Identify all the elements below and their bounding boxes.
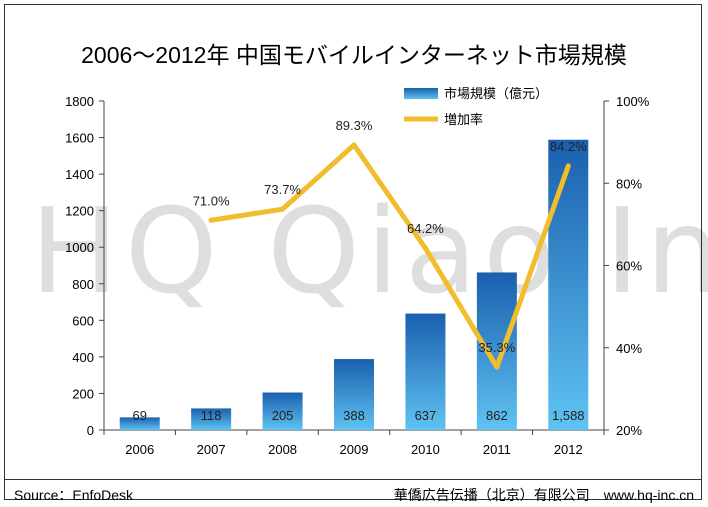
legend-bar-swatch (404, 88, 438, 99)
legend: 市場規模（億元） 増加率 (404, 86, 548, 127)
growth-rate-label: 64.2% (407, 221, 444, 236)
bar-2008 (262, 392, 303, 430)
bar-value-label: 69 (132, 408, 146, 423)
publisher-url: www.hq-inc.cn (603, 487, 694, 503)
bar-2009 (334, 359, 374, 430)
growth-rate-point (565, 163, 571, 169)
bar-2006 (119, 417, 160, 430)
y-left-tick-label: 0 (87, 423, 94, 438)
bar-2007 (191, 408, 232, 430)
growth-rate-point (351, 142, 357, 148)
y-right-tick-label: 100% (616, 94, 650, 109)
y-left-tick-label: 600 (72, 313, 94, 328)
x-tick-label: 2008 (268, 442, 297, 457)
legend-line-label: 増加率 (444, 112, 483, 127)
bar-value-label: 118 (201, 408, 222, 423)
growth-rate-label: 89.3% (336, 118, 373, 133)
bar-value-label: 205 (272, 408, 294, 423)
y-left-tick-label: 1800 (65, 94, 94, 109)
chart-title: 2006～2012年 中国モバイルインターネット市場規模 (81, 42, 627, 68)
x-tick-label: 2007 (197, 442, 226, 457)
y-left-tick-label: 800 (72, 277, 94, 292)
growth-rate-line (208, 142, 571, 370)
growth-rate-point (422, 245, 428, 251)
bar-2011 (476, 272, 517, 430)
x-tick-label: 2010 (411, 442, 440, 457)
growth-rate-point (208, 217, 214, 223)
bar-2010 (405, 313, 446, 430)
y-left-tick-label: 1400 (65, 167, 94, 182)
bar-value-label: 388 (343, 408, 365, 423)
source-label: Source：EnfoDesk (14, 487, 134, 503)
y-left-tick-label: 1000 (65, 240, 94, 255)
x-tick-label: 2009 (340, 442, 369, 457)
growth-rate-label: 71.0% (193, 193, 230, 208)
y-left-tick-label: 200 (72, 386, 94, 401)
bar-value-label: 637 (415, 408, 437, 423)
publisher-name: 華僑広告伝播（北京）有限公司 (393, 487, 590, 503)
bar-value-label: 862 (486, 408, 508, 423)
y-right-tick-label: 20% (616, 423, 642, 438)
footer-credit: 華僑広告伝播（北京）有限公司 www.hq-inc.cn (394, 485, 694, 505)
growth-rate-label: 35.3% (478, 340, 515, 355)
x-tick-label: 2006 (125, 442, 154, 457)
growth-rate-label: 73.7% (264, 182, 301, 197)
footer-divider (4, 479, 702, 480)
y-left-tick-label: 400 (72, 350, 94, 365)
y-right-tick-label: 60% (616, 259, 642, 274)
bar-value-label: 1,588 (552, 408, 585, 423)
growth-rate-point (494, 364, 500, 370)
legend-bar-label: 市場規模（億元） (444, 86, 548, 101)
y-left-tick-label: 1200 (65, 204, 94, 219)
y-left-tick-label: 1600 (65, 131, 94, 146)
growth-rate-label: 84.2% (550, 139, 587, 154)
x-tick-label: 2011 (483, 442, 511, 457)
y-right-tick-label: 40% (616, 341, 642, 356)
y-right-tick-label: 80% (616, 176, 642, 191)
x-tick-label: 2012 (554, 442, 583, 457)
growth-rate-point (280, 206, 286, 212)
bar-2012 (548, 139, 589, 430)
